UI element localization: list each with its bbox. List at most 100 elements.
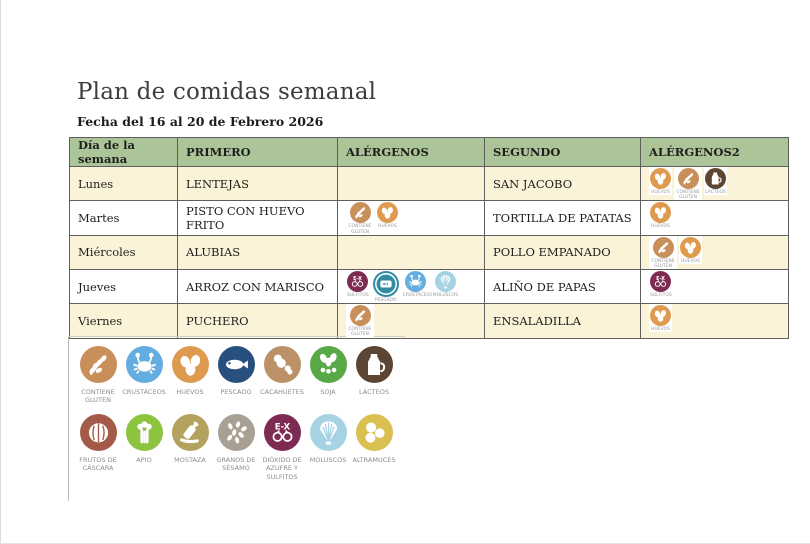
- svg-text:E-X: E-X: [656, 276, 665, 282]
- chip-label: HUEVOS: [651, 190, 670, 195]
- allergen-chip-group: CONTIENE GLUTEN HUEVOS: [649, 235, 786, 270]
- allergen-chip: HUEVOS: [649, 304, 672, 333]
- header-row: Día de la semana PRIMERO ALÉRGENOS SEGUNDO A…: [69, 137, 789, 167]
- legend-item-sulfitos: E-X DIÓXIDO DE AZUFRE Y SULFITOS: [259, 414, 305, 481]
- huevos-icon: [171, 346, 209, 383]
- chip-label: HUEVOS: [651, 327, 670, 333]
- table-row-jueves: Jueves ARROZ CON MARISCO E-X SULFITOS PES…: [69, 269, 789, 305]
- legend-label: SOJA: [320, 388, 336, 396]
- cacahuetes-icon: [263, 346, 301, 383]
- allergen-chip: CONTIENE GLUTEN: [649, 235, 677, 270]
- primero-cell: ALUBIAS: [177, 234, 338, 271]
- alergenos-cell: CONTIENE GLUTEN: [337, 303, 485, 339]
- chip-label: SULFITOS: [650, 293, 672, 299]
- alergenos-cell: [337, 165, 485, 202]
- header-cell-1: PRIMERO: [177, 137, 338, 167]
- allergen-chip: HUEVOS: [679, 235, 702, 264]
- segundo-cell: TORTILLA DE PATATAS: [484, 200, 641, 236]
- huevos-icon: [377, 202, 398, 224]
- sulfitos-icon: E-X: [347, 271, 369, 293]
- day-cell: Viernes: [69, 303, 178, 339]
- segundo-cell: ALIÑO DE PAPAS: [484, 269, 641, 305]
- segundo-cell: SAN JACOBO: [484, 165, 641, 202]
- allergen-chip: PESCADO: [371, 270, 400, 304]
- legend-item-pescado: PESCADO: [213, 346, 259, 404]
- legend-label: LÁCTEOS: [359, 388, 389, 396]
- allergen-chip-group: HUEVOS: [649, 304, 786, 333]
- segundo-cell: POLLO EMPANADO: [484, 234, 641, 271]
- huevos-icon: [650, 202, 671, 224]
- alergenos2-cell: CONTIENE GLUTEN HUEVOS: [640, 234, 789, 271]
- alergenos2-cell: E-X SULFITOS: [640, 269, 789, 305]
- legend-label: HUEVOS: [176, 388, 204, 396]
- sulfitos-icon: E-X: [263, 414, 301, 452]
- gluten-icon: [349, 305, 371, 327]
- chip-label: CONTIENE GLUTEN: [651, 258, 675, 269]
- chip-label: LÁCTEOS: [705, 190, 726, 195]
- chip-label: CRUSTÁCEOS: [402, 293, 433, 299]
- allergen-chip-group: HUEVOS: [649, 201, 786, 230]
- huevos-icon: [680, 236, 701, 258]
- legend-label: CONTIENE GLUTEN: [81, 388, 115, 405]
- alergenos2-cell: HUEVOS CONTIENE GLUTEN LÁCTEOS: [640, 165, 789, 202]
- allergen-chip: CONTIENE GLUTEN: [674, 167, 702, 201]
- table-row-miércoles: Miércoles ALUBIAS POLLO EMPANADO CONTIENE …: [69, 234, 789, 271]
- allergen-chip-group: E-X SULFITOS PESCADO CRUSTÁCEOS MOLUSCOS: [346, 270, 482, 304]
- primero-cell: PISTO CON HUEVO FRITO: [177, 200, 338, 236]
- chip-label: CONTIENE GLUTEN: [348, 224, 372, 235]
- primero-cell: LENTEJAS: [177, 165, 338, 202]
- legend-item-altramuces: ALTRAMUCES: [351, 414, 397, 480]
- table-row-martes: Martes PISTO CON HUEVO FRITO CONTIENE GLU…: [69, 200, 789, 236]
- allergen-chip-group: HUEVOS CONTIENE GLUTEN LÁCTEOS: [649, 167, 786, 201]
- alergenos2-cell: HUEVOS: [640, 303, 789, 339]
- frutos-cascara-icon: [79, 414, 117, 452]
- legend-item-sesamo: GRANOS DE SÉSAMO: [213, 414, 259, 480]
- header-cell-4: ALÉRGENOS2: [640, 137, 789, 167]
- alergenos2-cell: HUEVOS: [640, 200, 789, 236]
- header-cell-0: Día de la semana: [69, 137, 178, 167]
- page-title: Plan de comidas semanal: [77, 79, 377, 105]
- allergen-chip: E-X SULFITOS: [649, 270, 673, 299]
- legend-label: MOLUSCOS: [309, 456, 347, 465]
- legend-row: FRUTOS DE CÁSCARA APIO MOSTAZA GRANOS DE…: [75, 414, 405, 490]
- sesamo-icon: [217, 414, 255, 452]
- legend-label: GRANOS DE SÉSAMO: [216, 456, 256, 473]
- crustaceos-icon: [125, 346, 163, 383]
- meal-plan-table: Día de la semana PRIMERO ALÉRGENOS SEGUNDO A…: [69, 137, 789, 339]
- legend-item-frutos-cascara: FRUTOS DE CÁSCARA: [75, 414, 121, 480]
- legend-label: MOSTAZA: [174, 456, 206, 465]
- gluten-icon: [677, 168, 699, 189]
- primero-cell: PUCHERO: [177, 303, 338, 339]
- apio-icon: [125, 414, 163, 452]
- chip-label: HUEVOS: [651, 224, 670, 230]
- allergen-chip-group: CONTIENE GLUTEN HUEVOS: [346, 201, 482, 235]
- lacteos-icon: [705, 168, 726, 189]
- svg-text:E-X: E-X: [274, 423, 290, 433]
- legend-label: CACAHUETES: [260, 388, 304, 396]
- soja-icon: [309, 346, 347, 383]
- allergen-chip: HUEVOS: [376, 201, 399, 230]
- gluten-icon: [79, 346, 117, 383]
- svg-text:E-X: E-X: [353, 276, 362, 282]
- legend-label: APIO: [136, 456, 152, 465]
- allergen-chip-group: E-X SULFITOS: [649, 270, 786, 299]
- allergen-chip: MOLUSCOS: [431, 270, 460, 299]
- legend-item-lacteos: LÁCTEOS: [351, 346, 397, 404]
- alergenos-cell: CONTIENE GLUTEN HUEVOS: [337, 200, 485, 236]
- legend-label: DIÓXIDO DE AZUFRE Y SULFITOS: [262, 456, 302, 481]
- table-row-viernes: Viernes PUCHERO CONTIENE GLUTEN ENSALADILL…: [69, 303, 789, 339]
- legend-item-cacahuetes: CACAHUETES: [259, 346, 305, 404]
- legend-label: PESCADO: [220, 388, 252, 396]
- allergen-chip: CONTIENE GLUTEN: [346, 304, 374, 338]
- day-cell: Lunes: [69, 165, 178, 202]
- legend-item-huevos: HUEVOS: [167, 346, 213, 404]
- alergenos-cell: [337, 234, 485, 271]
- table-row-lunes: Lunes LENTEJAS SAN JACOBO HUEVOS CONTIENE …: [69, 165, 789, 202]
- primero-cell: ARROZ CON MARISCO: [177, 269, 338, 305]
- legend-label: CRUSTÁCEOS: [122, 388, 166, 396]
- chip-label: HUEVOS: [681, 258, 700, 264]
- legend-item-apio: APIO: [121, 414, 167, 480]
- date-range-subtitle: Fecha del 16 al 20 de Febrero 2026: [77, 114, 324, 129]
- huevos-icon: [650, 305, 671, 327]
